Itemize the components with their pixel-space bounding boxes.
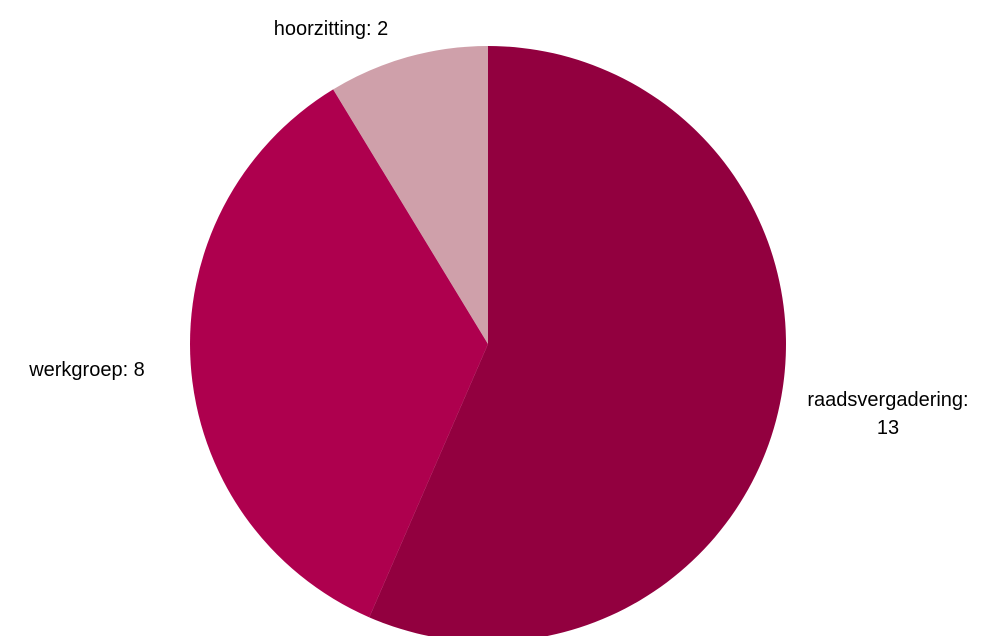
pie-slice-raadsvergadering xyxy=(369,46,786,636)
pie-slices xyxy=(190,46,786,636)
slice-label-werkgroep: werkgroep: 8 xyxy=(28,359,145,381)
pie-slice-werkgroep xyxy=(190,89,488,618)
slice-label-line: werkgroep: 8 xyxy=(28,359,145,381)
slice-label-line: 13 xyxy=(877,417,899,439)
slice-label-line: raadsvergadering: xyxy=(807,389,968,411)
slice-labels: raadsvergadering: 13 werkgroep: 8 hoorzitti… xyxy=(28,18,968,439)
slice-label-line: hoorzitting: 2 xyxy=(274,18,389,40)
pie-slice-hoorzitting xyxy=(333,46,488,344)
slice-label-raadsvergadering: raadsvergadering: 13 xyxy=(807,389,968,439)
slice-label-hoorzitting: hoorzitting: 2 xyxy=(274,18,389,40)
